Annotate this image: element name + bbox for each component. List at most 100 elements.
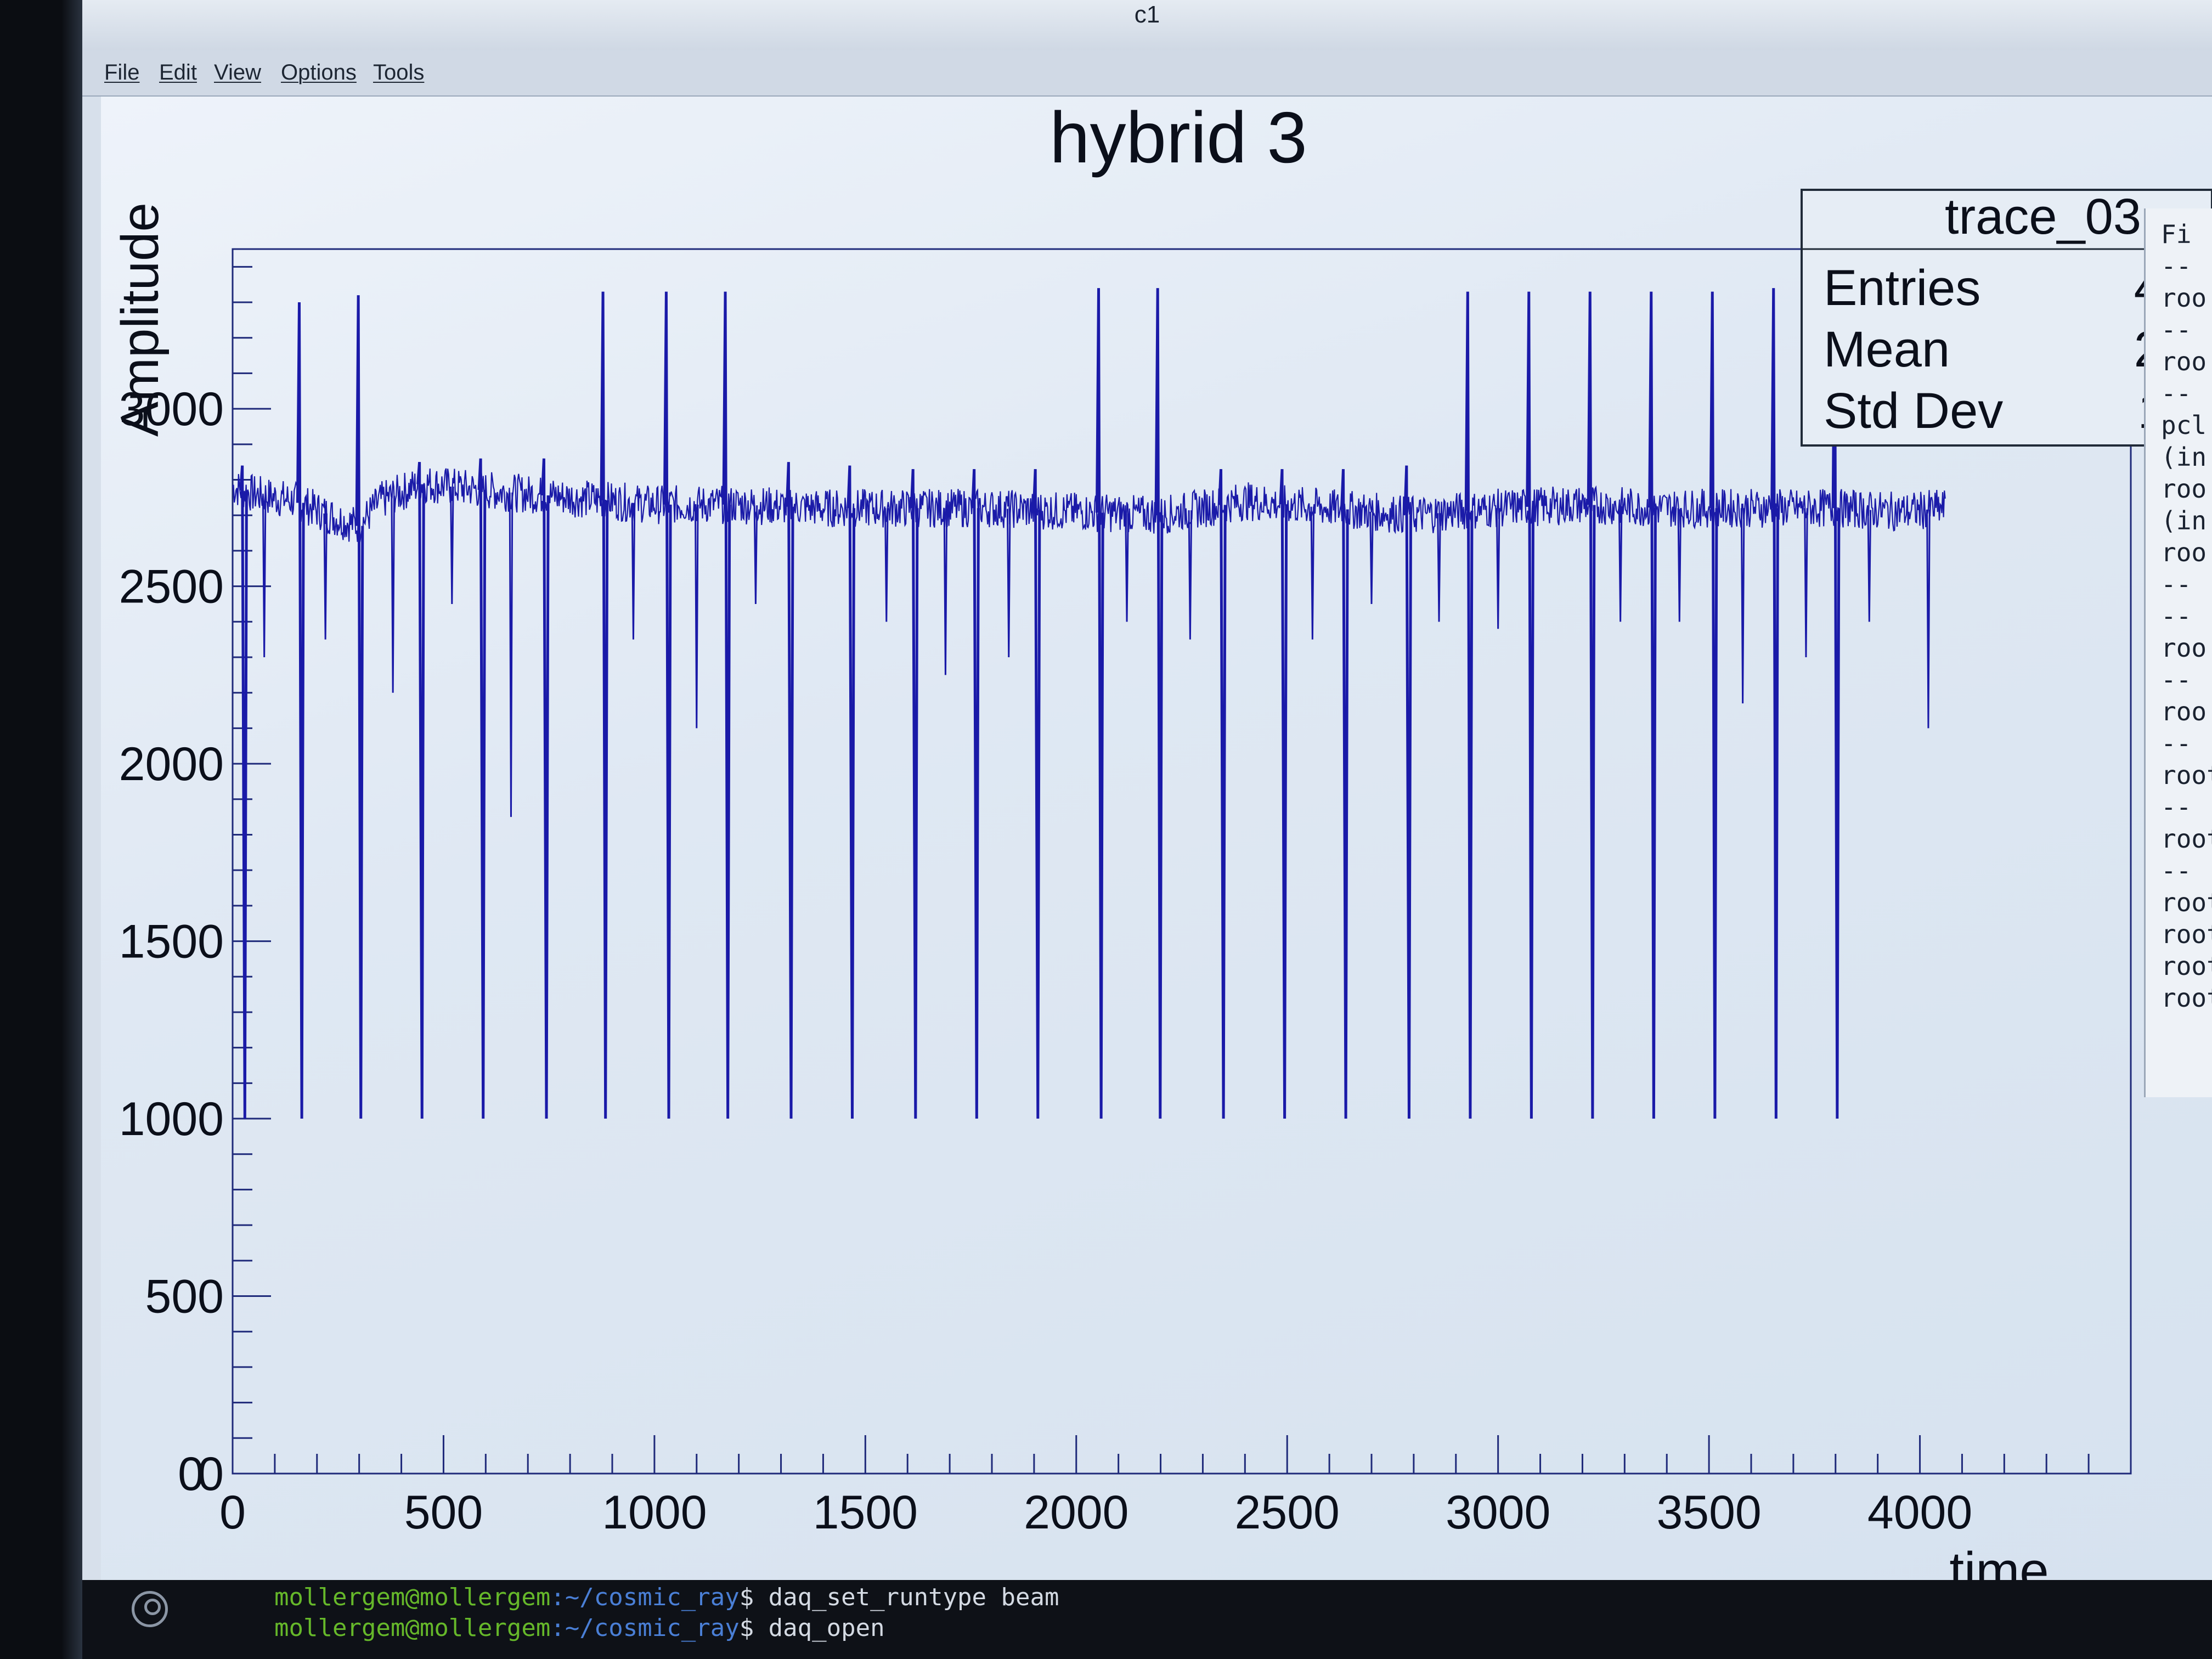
trace-pulse [296, 302, 305, 1119]
menu-file[interactable]: File [104, 60, 140, 84]
side-terminal-line: -- [2161, 251, 2192, 281]
window-titlebar[interactable]: c1 [82, 0, 2212, 52]
terminal-line: mollergem@mollergem:~/cosmic_ray$ daq_se… [274, 1583, 1059, 1611]
trace-dip [1006, 509, 1011, 658]
side-terminal-line: -- [2161, 569, 2192, 599]
trace-dip [1188, 510, 1193, 640]
side-terminal-line: (in [2161, 506, 2207, 535]
monitor-bezel [0, 0, 82, 1659]
side-terminal-line: roo [2161, 347, 2207, 376]
trace-dip [1926, 509, 1931, 729]
trace-dip [323, 513, 328, 640]
trace-pulse [416, 461, 425, 1119]
trace-dip [1437, 513, 1441, 622]
side-terminal-line: -- [2161, 665, 2192, 695]
x-tick-label: 1500 [813, 1486, 918, 1539]
menu-options[interactable]: Options [281, 60, 357, 84]
trace-pulse [910, 469, 919, 1119]
trace-pulse [239, 465, 248, 1119]
trace-dip [1740, 508, 1745, 704]
trace-pulse [1709, 291, 1718, 1119]
terminal-panel[interactable]: mollergem@mollergem:~/cosmic_ray$ daq_se… [82, 1580, 2212, 1659]
trace-dip [1867, 510, 1872, 622]
trace-pulse [785, 462, 794, 1119]
side-terminal-line: root [2161, 951, 2212, 981]
trace-pulse [1464, 291, 1474, 1119]
side-terminal-line: root [2161, 983, 2212, 1013]
side-terminal-line: root [2161, 824, 2212, 854]
trace-dip [1369, 511, 1374, 604]
side-terminal-line: -- [2161, 792, 2192, 822]
menu-bar: File Edit View Options Tools [82, 50, 2212, 97]
trace-dip [943, 508, 948, 675]
side-terminal-window[interactable]: Fi -- roo -- roo -- pcl (in roo (in roo -- -- roo -- ro… [2144, 208, 2212, 1097]
side-terminal-line: -- [2161, 379, 2192, 408]
trace-pulse [1403, 465, 1413, 1119]
trace-pulse [1587, 291, 1596, 1119]
trace-pulse [1340, 469, 1349, 1119]
side-terminal-line: root [2161, 760, 2212, 790]
stat-label-mean: Mean [1824, 321, 1950, 377]
terminal-command: $ daq_open [739, 1614, 885, 1642]
terminal-user: mollergem@mollergem [274, 1614, 551, 1642]
side-terminal-line: roo [2161, 474, 2207, 504]
x-tick-label: 3000 [1446, 1486, 1550, 1539]
side-terminal-line: roo [2161, 697, 2207, 726]
trace-pulse [1770, 288, 1779, 1119]
trace-pulse [971, 469, 980, 1119]
root-canvas-window: c1 File Edit View Options Tools hybrid 3… [82, 0, 2212, 1613]
trace-dip [391, 495, 395, 693]
trace-series [232, 288, 1946, 1119]
stats-box-name: trace_03 [1945, 189, 2141, 245]
y-tick-label: 2000 [119, 738, 224, 791]
trace-pulse [1526, 291, 1534, 1119]
menu-edit[interactable]: Edit [159, 60, 197, 84]
window-title: c1 [1134, 1, 1160, 28]
x-tick-label: 4000 [1867, 1486, 1972, 1539]
x-tick-label: 2500 [1235, 1486, 1340, 1539]
x-axis: 0 500 1000 1500 2000 2500 3000 3500 4000 [219, 1435, 2132, 1539]
trace-pulse [477, 458, 487, 1119]
terminal-command: $ daq_set_runtype beam [739, 1583, 1059, 1611]
stat-label-entries: Entries [1824, 260, 1980, 316]
side-terminal-line: roo [2161, 538, 2207, 567]
trace-dip [1496, 508, 1500, 629]
user-icon[interactable] [132, 1591, 168, 1627]
side-terminal-line: roo [2161, 633, 2207, 663]
trace-dip [509, 492, 514, 817]
y-tick-label: 1500 [119, 916, 224, 968]
x-tick-label: 3500 [1656, 1486, 1761, 1539]
chart-title: hybrid 3 [1049, 97, 1307, 178]
plot-canvas[interactable]: hybrid 3 Amplitude time 0 500 1000 1500 2000… [101, 97, 2212, 1613]
side-terminal-line: root [2161, 919, 2212, 949]
y-tick-label: 0 [198, 1448, 224, 1500]
y-axis-title: Amplitude [111, 202, 170, 437]
trace-dip [1310, 506, 1315, 640]
side-terminal-line: -- [2161, 601, 2192, 631]
trace-pulse [1217, 469, 1227, 1119]
x-tick-label: 0 [219, 1486, 246, 1539]
menu-view[interactable]: View [214, 60, 261, 84]
trace-noise-line [232, 468, 1946, 544]
trace-dip [884, 508, 889, 622]
trace-dip [753, 505, 758, 604]
terminal-user: mollergem@mollergem [274, 1583, 551, 1611]
plot-frame [232, 248, 2132, 1475]
y-tick-label: 2500 [119, 561, 224, 613]
x-tick-label: 1000 [602, 1486, 707, 1539]
stats-box[interactable]: trace_03 Entries 45 Mean 20 Std Dev 11 [1801, 189, 2212, 447]
trace-dip [631, 503, 636, 640]
y-tick-label: 500 [145, 1271, 224, 1323]
menu-tools[interactable]: Tools [373, 60, 425, 84]
trace-pulse [1154, 288, 1164, 1119]
terminal-path: :~/cosmic_ray [550, 1583, 740, 1611]
side-terminal-line: pcl [2161, 410, 2207, 440]
trace-dip [450, 487, 454, 604]
side-terminal-line: root [2161, 888, 2212, 917]
side-terminal-line: -- [2161, 729, 2192, 758]
y-tick-label-zero-extra: 0 [178, 1448, 204, 1500]
trace-pulse [1648, 291, 1657, 1119]
trace-dip [1125, 514, 1129, 622]
trace-pulse [1279, 469, 1288, 1119]
side-terminal-line: -- [2161, 315, 2192, 345]
